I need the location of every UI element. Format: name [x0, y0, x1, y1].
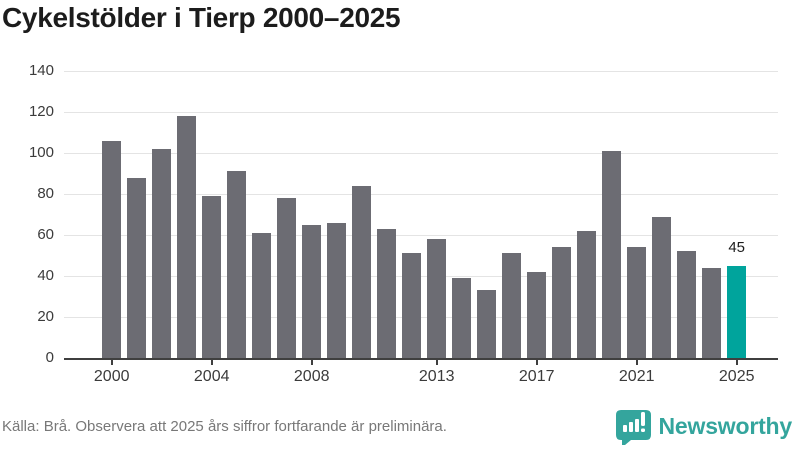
- x-tick-2004: [210, 360, 213, 365]
- x-axis-label-2013: 2013: [418, 368, 455, 385]
- bar-2009: [327, 222, 347, 358]
- x-tick-2013: [435, 360, 438, 365]
- y-axis-label-80: 80: [37, 185, 54, 202]
- x-axis-label-2004: 2004: [193, 368, 230, 385]
- y-axis-label-120: 120: [28, 103, 54, 120]
- y-axis-label-20: 20: [37, 308, 54, 325]
- bar-2005: [227, 171, 247, 358]
- bar-2003: [177, 116, 197, 358]
- y-axis-label-60: 60: [37, 226, 54, 243]
- x-tick-2025: [735, 360, 738, 365]
- bar-2000: [102, 140, 122, 358]
- bar-2014: [452, 278, 472, 358]
- gridline-60: [64, 235, 778, 236]
- x-axis-label-2017: 2017: [518, 368, 555, 385]
- plot-area: 45: [64, 71, 778, 360]
- bar-2025: [727, 265, 747, 358]
- bar-2017: [527, 271, 547, 358]
- bar-2013: [427, 239, 447, 358]
- bar-2001: [127, 177, 147, 358]
- bar-2015: [477, 290, 497, 358]
- y-axis-label-40: 40: [37, 267, 54, 284]
- x-axis-label-2021: 2021: [618, 368, 655, 385]
- brand-name: Newsworthy: [658, 412, 793, 439]
- bar-2018: [552, 247, 572, 358]
- bar-2011: [377, 228, 397, 358]
- x-tick-2000: [110, 360, 113, 365]
- bar-2012: [402, 253, 422, 358]
- bar-2023: [677, 251, 697, 358]
- bar-2002: [152, 148, 172, 358]
- x-tick-2017: [535, 360, 538, 365]
- gridline-80: [64, 194, 778, 195]
- bar-2020: [602, 150, 622, 358]
- bar-2022: [652, 216, 672, 358]
- bar-chart: 45 0 20 40 60 80 100 120 140 2000 2004 2008 2013 201…: [0, 60, 800, 405]
- data-label-2025: 45: [728, 238, 746, 256]
- gridline-120: [64, 112, 778, 113]
- y-axis-label-100: 100: [28, 144, 54, 161]
- x-axis-label-2025: 2025: [718, 368, 755, 385]
- bar-2024: [702, 267, 722, 358]
- bar-2008: [302, 224, 322, 358]
- bar-2007: [277, 198, 297, 358]
- x-tick-2021: [635, 360, 638, 365]
- newsworthy-logo-icon: [615, 409, 651, 445]
- x-tick-2008: [310, 360, 313, 365]
- bar-2021: [627, 247, 647, 358]
- bar-2010: [352, 185, 372, 358]
- bar-2004: [202, 196, 222, 358]
- bar-2006: [252, 232, 272, 358]
- source-note: Källa: Brå. Observera att 2025 års siffr…: [2, 417, 447, 435]
- newsworthy-logo: Newsworthy: [615, 408, 792, 445]
- gridline-100: [64, 153, 778, 154]
- gridline-140: [64, 71, 778, 72]
- bar-2019: [577, 230, 597, 358]
- footer: Källa: Brå. Observera att 2025 års siffr…: [0, 406, 800, 450]
- bar-2016: [502, 253, 522, 358]
- x-axis-label-2000: 2000: [93, 368, 130, 385]
- x-axis-label-2008: 2008: [293, 368, 330, 385]
- y-axis-label-140: 140: [28, 62, 54, 79]
- chart-title: Cykelstölder i Tierp 2000–2025: [2, 2, 401, 33]
- y-axis-label-0: 0: [45, 349, 54, 366]
